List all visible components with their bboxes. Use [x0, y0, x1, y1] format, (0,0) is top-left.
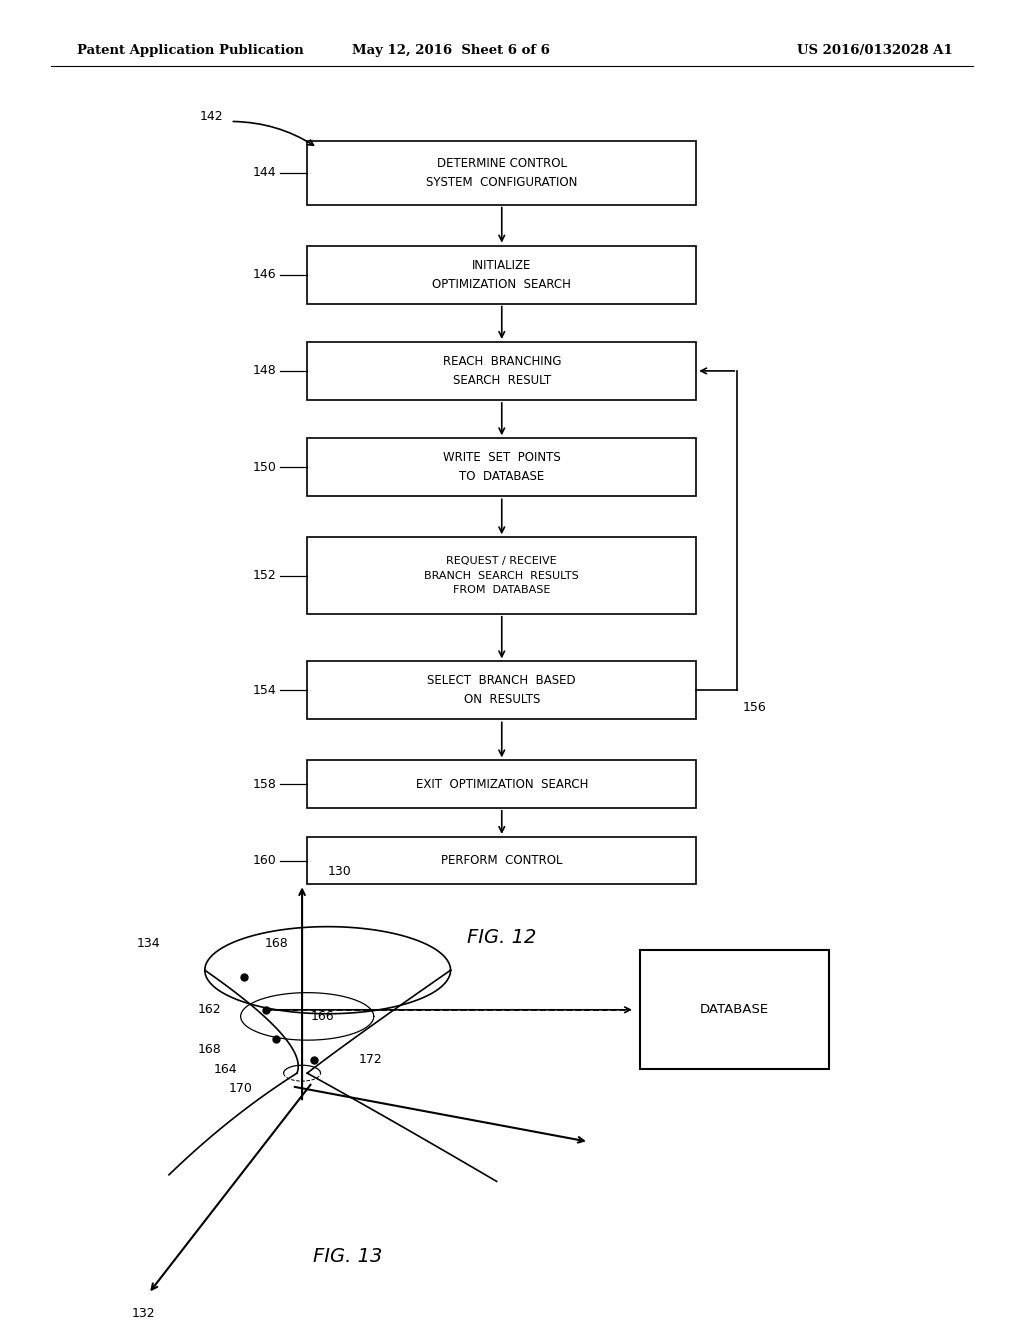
Text: EXIT  OPTIMIZATION  SEARCH: EXIT OPTIMIZATION SEARCH	[416, 777, 588, 791]
Text: FIG. 13: FIG. 13	[313, 1247, 383, 1266]
Text: 146: 146	[253, 268, 276, 281]
Text: 168: 168	[264, 937, 289, 950]
Text: 130: 130	[328, 865, 351, 878]
Text: DETERMINE CONTROL
SYSTEM  CONFIGURATION: DETERMINE CONTROL SYSTEM CONFIGURATION	[426, 157, 578, 189]
FancyBboxPatch shape	[307, 537, 696, 614]
Text: 168: 168	[198, 1043, 222, 1056]
Text: 148: 148	[253, 364, 276, 378]
Text: Patent Application Publication: Patent Application Publication	[77, 44, 303, 57]
Bar	[640, 950, 829, 1069]
FancyBboxPatch shape	[307, 760, 696, 808]
Text: INITIALIZE
OPTIMIZATION  SEARCH: INITIALIZE OPTIMIZATION SEARCH	[432, 259, 571, 290]
FancyBboxPatch shape	[307, 246, 696, 304]
FancyBboxPatch shape	[307, 342, 696, 400]
Text: 162: 162	[198, 1003, 222, 1016]
Text: WRITE  SET  POINTS
TO  DATABASE: WRITE SET POINTS TO DATABASE	[443, 451, 560, 483]
Text: SELECT  BRANCH  BASED
ON  RESULTS: SELECT BRANCH BASED ON RESULTS	[427, 675, 577, 706]
Text: DATABASE: DATABASE	[700, 1003, 769, 1016]
Text: PERFORM  CONTROL: PERFORM CONTROL	[441, 854, 562, 867]
Text: 164: 164	[213, 1063, 238, 1076]
Text: US 2016/0132028 A1: US 2016/0132028 A1	[797, 44, 952, 57]
Text: 172: 172	[358, 1053, 382, 1067]
FancyBboxPatch shape	[307, 661, 696, 719]
Text: May 12, 2016  Sheet 6 of 6: May 12, 2016 Sheet 6 of 6	[351, 44, 550, 57]
Text: REACH  BRANCHING
SEARCH  RESULT: REACH BRANCHING SEARCH RESULT	[442, 355, 561, 387]
Text: 170: 170	[228, 1082, 253, 1096]
Text: 132: 132	[131, 1307, 156, 1320]
Text: 166: 166	[310, 1010, 335, 1023]
Text: 160: 160	[253, 854, 276, 867]
Text: 152: 152	[253, 569, 276, 582]
FancyBboxPatch shape	[307, 837, 696, 884]
Text: 142: 142	[200, 110, 223, 123]
Text: REQUEST / RECEIVE
BRANCH  SEARCH  RESULTS
FROM  DATABASE: REQUEST / RECEIVE BRANCH SEARCH RESULTS …	[424, 556, 580, 595]
Text: 158: 158	[253, 777, 276, 791]
Text: 156: 156	[742, 701, 766, 714]
Text: 134: 134	[136, 937, 161, 950]
FancyBboxPatch shape	[307, 438, 696, 496]
Text: FIG. 12: FIG. 12	[467, 928, 537, 946]
Text: 154: 154	[253, 684, 276, 697]
Text: 144: 144	[253, 166, 276, 180]
Text: 150: 150	[253, 461, 276, 474]
FancyBboxPatch shape	[307, 141, 696, 205]
